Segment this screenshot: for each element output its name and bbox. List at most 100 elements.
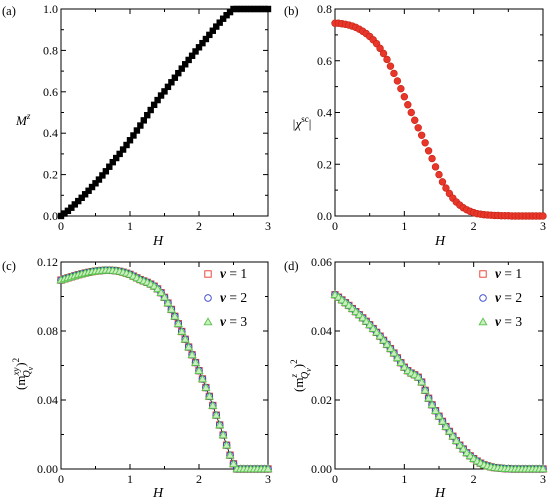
series-d-3 <box>330 290 548 473</box>
series-d-3-point-8 <box>358 313 368 322</box>
series-a-1-point-32 <box>168 79 175 86</box>
y-label-d-sub: Q <box>300 371 311 379</box>
series-a-1-point-35 <box>178 65 185 72</box>
series-a-1-point-48 <box>223 12 230 19</box>
series-d-3-point-18 <box>392 353 402 362</box>
series-c-3-point-46 <box>215 420 225 429</box>
x-tick-label-d: 1 <box>401 472 407 486</box>
y-label-c-end: ) <box>13 362 28 366</box>
y-axis-label-a: Mz <box>15 111 31 128</box>
series-a-1-point-27 <box>150 101 158 109</box>
series-a-1-point-6 <box>78 194 85 201</box>
series-c-3-point-50 <box>228 459 239 468</box>
series-a-1-point-41 <box>199 39 206 47</box>
series-a-1-point-49 <box>226 8 234 16</box>
series-c-3-point-48 <box>222 440 232 449</box>
y-tick-label-b: 0.2 <box>317 157 332 171</box>
series-c-3-point-41 <box>197 374 208 383</box>
series-a-1-point-56 <box>251 5 258 13</box>
series-d-3-point-32 <box>441 421 451 430</box>
series-a-1-point-57 <box>254 5 261 13</box>
x-tick-label-c: 1 <box>127 472 133 486</box>
series-d-3-point-31 <box>437 416 448 425</box>
y-label-b-end: | <box>309 116 312 131</box>
series-a-1-point-43 <box>206 31 213 39</box>
y-label-a-sup: z <box>26 111 31 121</box>
series-a-1-point-24 <box>140 117 147 124</box>
series-a-1-point-42 <box>202 35 210 43</box>
y-axis-label-c: (mxyQν)2 <box>11 358 35 390</box>
legend-marker-c-3-point-0 <box>203 317 213 326</box>
y-tick-label-b: 0.4 <box>317 106 332 120</box>
y-tick-label-d: 0.02 <box>311 393 332 407</box>
series-a-1-point-46 <box>216 19 223 26</box>
series-d-3-point-20 <box>399 362 409 371</box>
series-a-1-point-59 <box>261 5 268 13</box>
series-a-1-point-52 <box>237 5 244 13</box>
series-a-1-point-47 <box>219 15 227 22</box>
series-b-1-point-60 <box>539 212 547 220</box>
series-c-3-point-39 <box>190 357 201 366</box>
series-b-1-point-19 <box>397 84 405 93</box>
series-a-1-point-19 <box>123 141 130 149</box>
series-d-3-point-33 <box>444 426 454 435</box>
series-a-1-point-9 <box>88 183 96 191</box>
series-a-1-point-20 <box>126 137 134 144</box>
panel-label-b: (b) <box>284 4 299 18</box>
series-c-3-point-49 <box>225 450 235 459</box>
series-d-3-point-14 <box>378 335 389 344</box>
series-a-1-point-11 <box>95 176 103 183</box>
series-a-1 <box>57 5 272 220</box>
series-d-3-point-10 <box>365 320 375 329</box>
series-c-3-point-37 <box>184 342 194 351</box>
series-b-1-point-14 <box>379 49 388 58</box>
series-b-1 <box>331 19 547 220</box>
series-b-1-point-18 <box>393 77 402 85</box>
series-d-3-point-11 <box>368 323 378 332</box>
y-tick-label-a: 0.4 <box>43 126 58 140</box>
series-d-3-point-30 <box>434 411 444 420</box>
series-d-3-point-60 <box>538 464 548 473</box>
series-c-3-point-33 <box>170 311 180 320</box>
series-b-1-point-27 <box>424 147 433 155</box>
x-tick-label-a: 1 <box>127 219 133 233</box>
y-label-a-main: M <box>15 113 28 128</box>
x-axis-label-a: H <box>152 234 164 249</box>
plot-frame-b <box>334 8 544 217</box>
series-c-3-point-30 <box>159 292 170 301</box>
x-tick-label-c: 0 <box>58 472 64 486</box>
series-b-1-point-29 <box>431 163 440 171</box>
series-c-3-point-60 <box>263 464 273 473</box>
x-tick-label-b: 2 <box>471 219 477 233</box>
series-a-1-point-44 <box>209 27 216 34</box>
series-c-3-point-29 <box>156 287 166 297</box>
x-axis-label-c: H <box>152 486 164 501</box>
y-label-c-sup: xy <box>11 368 21 377</box>
x-tick-label-d: 3 <box>540 472 546 486</box>
series-a-1-point-21 <box>130 132 137 139</box>
series-b-1-point-21 <box>404 101 412 109</box>
series-d-3-point-34 <box>448 431 458 440</box>
series-b-1-point-17 <box>390 69 398 78</box>
series-a-1-point-51 <box>233 5 241 13</box>
series-c-3-point-36 <box>180 334 190 343</box>
series-a-1-point-4 <box>71 201 78 208</box>
series-a-1-point-50 <box>230 5 237 13</box>
series-c-3-point-40 <box>194 365 204 374</box>
series-d-3-point-17 <box>389 348 399 357</box>
series-a-1-point-10 <box>92 180 99 187</box>
series-d-3-point-29 <box>430 405 441 414</box>
series-c-3-point-31 <box>163 298 173 307</box>
series-a-1-point-12 <box>99 172 106 179</box>
y-label-d-main: (m <box>291 378 306 392</box>
series-d-3-point-37 <box>458 444 468 453</box>
y-label-c-subsub: ν <box>26 366 35 370</box>
series-a-1-point-23 <box>137 122 144 129</box>
series-b-1-point-26 <box>421 139 429 147</box>
y-tick-label-a: 0.2 <box>43 168 58 182</box>
series-a-1-point-33 <box>171 74 179 81</box>
y-tick-label-a: 0.8 <box>43 43 58 57</box>
series-a-1-point-15 <box>109 158 116 166</box>
series-a-1-point-16 <box>113 154 120 162</box>
